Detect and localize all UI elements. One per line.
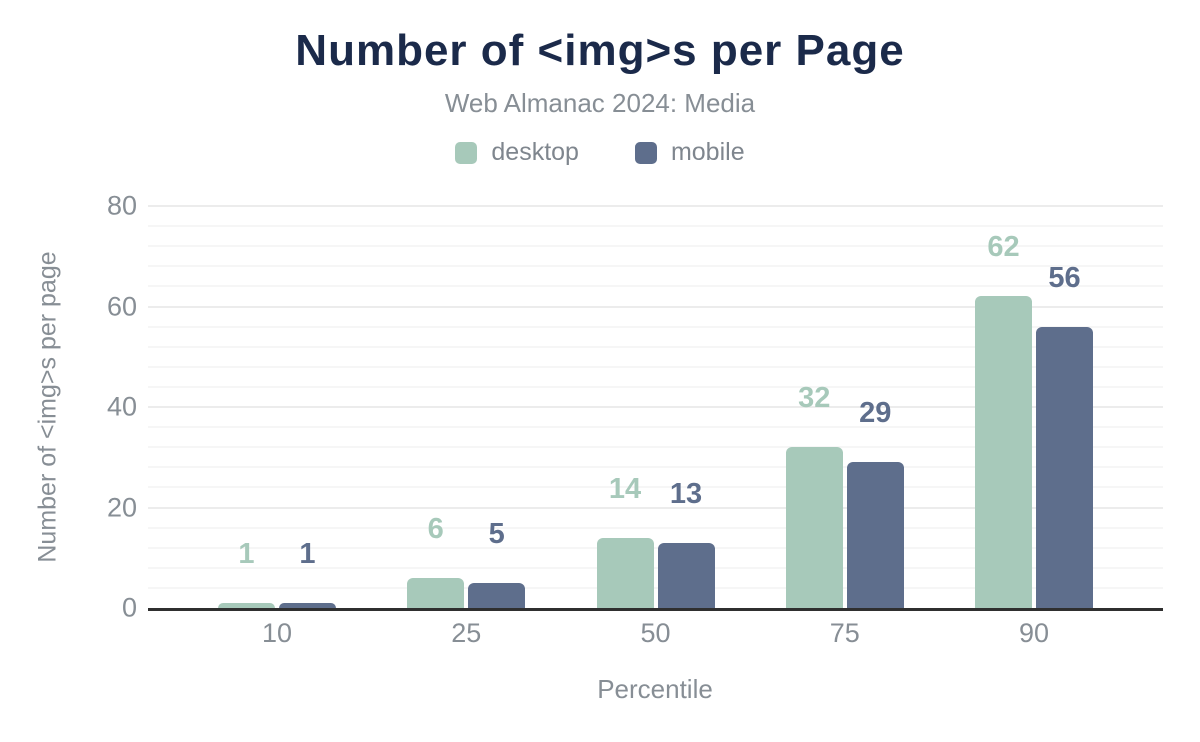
bar-label-desktop-p10: 1 (238, 537, 255, 570)
x-tick-label: 90 (1018, 618, 1050, 648)
x-tick-label: 10 (261, 618, 293, 648)
bar-desktop-p25[interactable] (407, 577, 465, 608)
y-tick-label: 20 (106, 492, 137, 522)
gridline-minor (148, 365, 1163, 368)
plot-area: 1 1 6 5 14 13 32 29 62 56 (148, 205, 1163, 611)
gridline-minor (148, 466, 1163, 469)
bar-mobile-p75[interactable] (846, 462, 904, 608)
gridline-minor (148, 285, 1163, 288)
gridline-minor (148, 426, 1163, 429)
y-tick-label: 0 (121, 592, 137, 623)
bar-label-desktop-p90: 62 (987, 231, 1020, 264)
x-tick-label: 25 (451, 618, 482, 648)
gridline-minor (148, 245, 1163, 248)
bar-mobile-p10[interactable] (279, 602, 336, 608)
gridline-minor (148, 486, 1163, 489)
bar-mobile-p50[interactable] (657, 542, 715, 608)
y-tick-label: 40 (106, 391, 137, 422)
gridline-major (148, 305, 1163, 308)
bar-label-mobile-p90: 56 (1048, 261, 1081, 294)
legend-item-desktop[interactable]: desktop (455, 138, 579, 167)
gridline-major (148, 506, 1163, 509)
legend-label-mobile: mobile (670, 138, 745, 166)
legend-swatch-mobile-icon (634, 141, 657, 164)
x-axis-ticks: 10 25 50 75 90 (148, 614, 1163, 654)
x-axis-title: Percentile (597, 674, 713, 704)
bar-mobile-p90[interactable] (1036, 326, 1093, 608)
chart-subtitle: Web Almanac 2024: Media (444, 88, 756, 118)
gridline-minor (148, 446, 1163, 449)
chart-title: Number of <img>s per Page (295, 26, 905, 75)
gridline-minor (148, 566, 1163, 569)
bar-label-mobile-p10: 1 (299, 537, 316, 570)
legend-swatch-desktop-icon (455, 141, 478, 164)
x-tick-label: 50 (640, 618, 671, 648)
bar-mobile-p25[interactable] (468, 582, 526, 608)
gridline-minor (148, 325, 1163, 328)
bar-desktop-p50[interactable] (596, 537, 654, 608)
bar-label-mobile-p75: 29 (859, 397, 892, 430)
bar-label-desktop-p50: 14 (608, 472, 642, 505)
gridline-major (148, 406, 1163, 408)
bar-desktop-p90[interactable] (975, 296, 1032, 608)
bar-label-desktop-p25: 6 (427, 512, 444, 545)
x-tick-label: 75 (829, 618, 860, 648)
gridline-minor (148, 526, 1163, 529)
gridline-minor (148, 546, 1163, 549)
gridline-minor (148, 586, 1163, 589)
legend: desktop mobile (0, 138, 1200, 167)
gridline-minor (148, 385, 1163, 388)
bar-label-desktop-p75: 32 (798, 382, 831, 415)
y-tick-label: 80 (106, 190, 137, 221)
gridline-major (148, 205, 1163, 207)
bar-label-mobile-p50: 13 (669, 477, 703, 510)
gridline-minor (148, 225, 1163, 228)
gridline-minor (148, 345, 1163, 348)
bar-desktop-p10[interactable] (218, 602, 275, 608)
legend-label-desktop: desktop (491, 138, 579, 166)
legend-item-mobile[interactable]: mobile (634, 138, 745, 167)
gridline-minor (148, 265, 1163, 268)
bar-desktop-p75[interactable] (785, 447, 843, 608)
bar-label-mobile-p25: 5 (488, 517, 505, 550)
y-axis-ticks: 0 20 40 60 80 (0, 192, 137, 621)
y-tick-label: 60 (106, 291, 137, 321)
